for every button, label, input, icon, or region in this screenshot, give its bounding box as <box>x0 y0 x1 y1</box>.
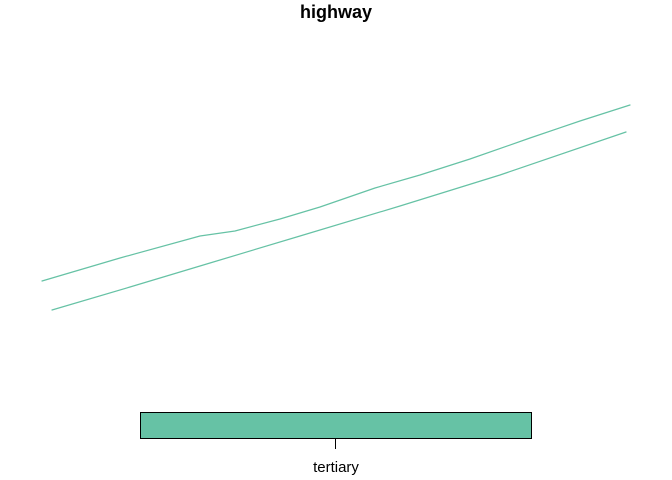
road-network <box>41 104 631 311</box>
plot-title: highway <box>299 2 372 22</box>
legend-color-bar <box>140 412 532 439</box>
road-line-upper <box>41 104 631 282</box>
legend-label: tertiary <box>313 459 359 476</box>
legend-key <box>140 412 532 449</box>
road-line-lower <box>51 131 627 311</box>
